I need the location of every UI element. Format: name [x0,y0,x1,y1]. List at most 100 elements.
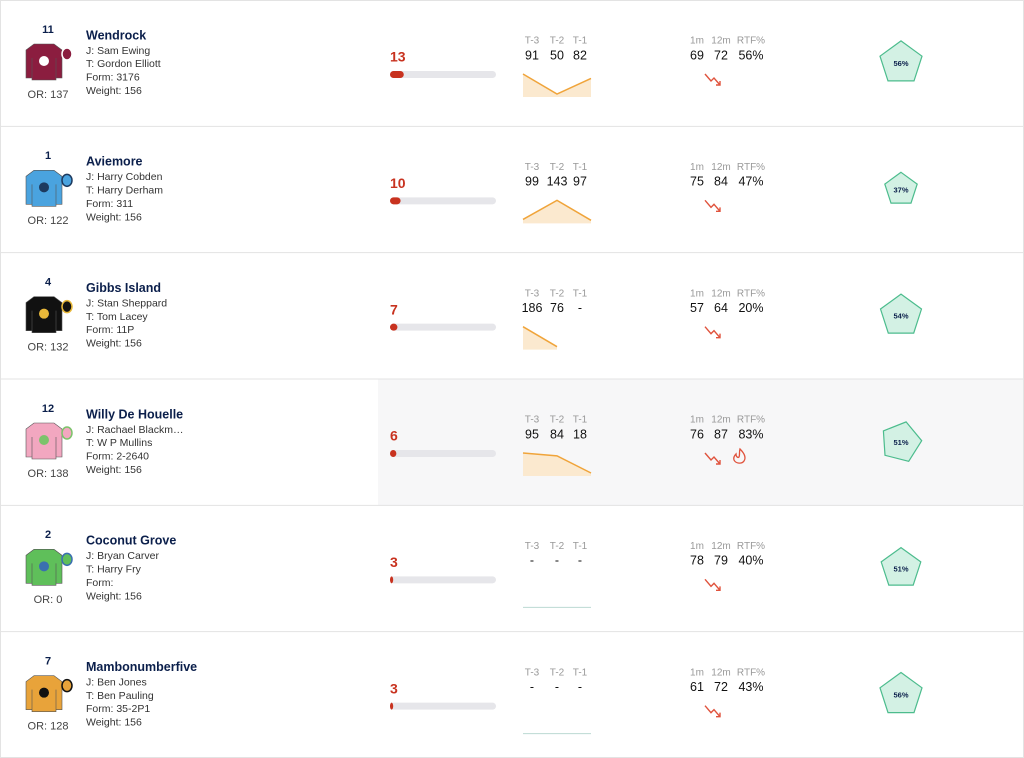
runner-trainer: T: Harry Fry [86,564,142,576]
runner-jockey: J: Ben Jones [86,676,147,688]
form-header: T-2 [550,667,565,678]
form-value: 97 [573,175,587,189]
stat-header: 12m [711,541,730,552]
rating-bar [390,450,397,457]
score-label: 37% [893,185,908,194]
stat-header: 12m [711,288,730,299]
stat-value: 83% [738,427,763,441]
form-value: - [530,680,534,694]
runner-jockey: J: Rachael Blackm… [86,424,183,436]
rating-bar [390,323,398,331]
form-header: T-1 [573,288,588,299]
rating-track [390,323,496,331]
rating-track [390,71,496,78]
jockey-cap [61,173,73,188]
form-area [523,453,591,476]
form-value: - [578,554,582,568]
rating-track [390,197,496,205]
rating: 7 [390,301,398,317]
horse-name: Aviemore [86,155,143,169]
form-header: T-1 [573,162,588,173]
score-pentagon [879,671,923,714]
runner-number: 12 [42,403,54,415]
form-header: T-2 [550,162,565,173]
jockey-cap [61,426,73,440]
official-rating: OR: 122 [28,215,69,227]
official-rating: OR: 128 [28,721,69,733]
stat-header: 1m [690,162,704,173]
runner-number: 1 [45,150,51,162]
runner-weight: Weight: 156 [86,338,142,350]
form-sparkline [522,199,592,221]
jockey-cap [61,678,73,693]
runner-form: Form: [86,577,113,589]
runner-form: Form: 35-2P1 [86,703,150,715]
runner-number: 11 [42,24,54,36]
silk-detail [39,561,49,572]
form-header: T-1 [573,36,588,47]
form-header: T-1 [573,415,588,426]
stat-header: 1m [690,541,704,552]
stat-value: 87 [714,427,728,441]
stat-value: 75 [690,175,704,189]
rating-track [390,702,496,710]
runner-weight: Weight: 156 [86,590,142,602]
stat-header: 12m [711,415,730,426]
stat-value: 84 [714,175,728,189]
score-label: 56% [893,691,908,700]
form-header: T-2 [550,288,565,299]
runner-weight: Weight: 156 [86,464,142,476]
runner-jockey: J: Sam Ewing [86,45,150,57]
silk-detail [39,308,49,319]
rating-bar [390,576,394,584]
row-highlight [378,379,1023,506]
stat-header: 1m [690,415,704,426]
stat-header: 12m [711,36,730,47]
form-header: T-2 [550,415,565,426]
stat-value: 64 [714,301,728,315]
score-label: 54% [893,312,908,321]
trend-down-icon [704,73,721,86]
rating-track [390,450,496,457]
runner-number: 2 [45,529,51,541]
form-value: 50 [550,48,564,62]
stat-header: RTF% [737,36,765,47]
stat-value: 56% [738,48,763,62]
trend-down-icon [704,452,721,465]
form-area [523,74,591,97]
form-value: 91 [525,48,539,62]
form-sparkline [522,326,558,348]
score-label: 51% [893,564,908,573]
form-value: 95 [525,427,539,441]
runner-weight: Weight: 156 [86,85,142,97]
stat-value: 61 [690,680,704,694]
form-value: - [578,680,582,694]
horse-name: Wendrock [86,28,146,42]
runner-number: 4 [45,277,52,289]
form-value: 82 [573,48,587,62]
form-header: T-2 [550,36,565,47]
official-rating: OR: 137 [28,89,69,101]
form-header: T-3 [525,162,540,173]
score-label: 56% [893,59,908,68]
runner-form: Form: 311 [86,198,133,210]
runner-form: Form: 11P [86,324,134,336]
form-value: - [530,554,534,568]
form-area [523,200,591,224]
score-pentagon [884,171,918,204]
horse-name: Mambonumberfive [86,660,197,674]
rating-track [390,576,496,584]
stat-value: 47% [738,175,763,189]
horse-name: Coconut Grove [86,534,176,548]
rating: 6 [390,428,398,444]
runner-trainer: T: W P Mullins [86,437,152,449]
stat-header: 12m [711,667,730,678]
stat-value: 69 [690,48,704,62]
horse-name: Willy De Houelle [86,407,183,421]
form-value: 18 [573,427,587,441]
runner-trainer: T: Ben Pauling [86,690,154,702]
runner-trainer: T: Harry Derham [86,185,163,197]
horse-name: Gibbs Island [86,281,161,295]
silk-detail [39,435,49,445]
